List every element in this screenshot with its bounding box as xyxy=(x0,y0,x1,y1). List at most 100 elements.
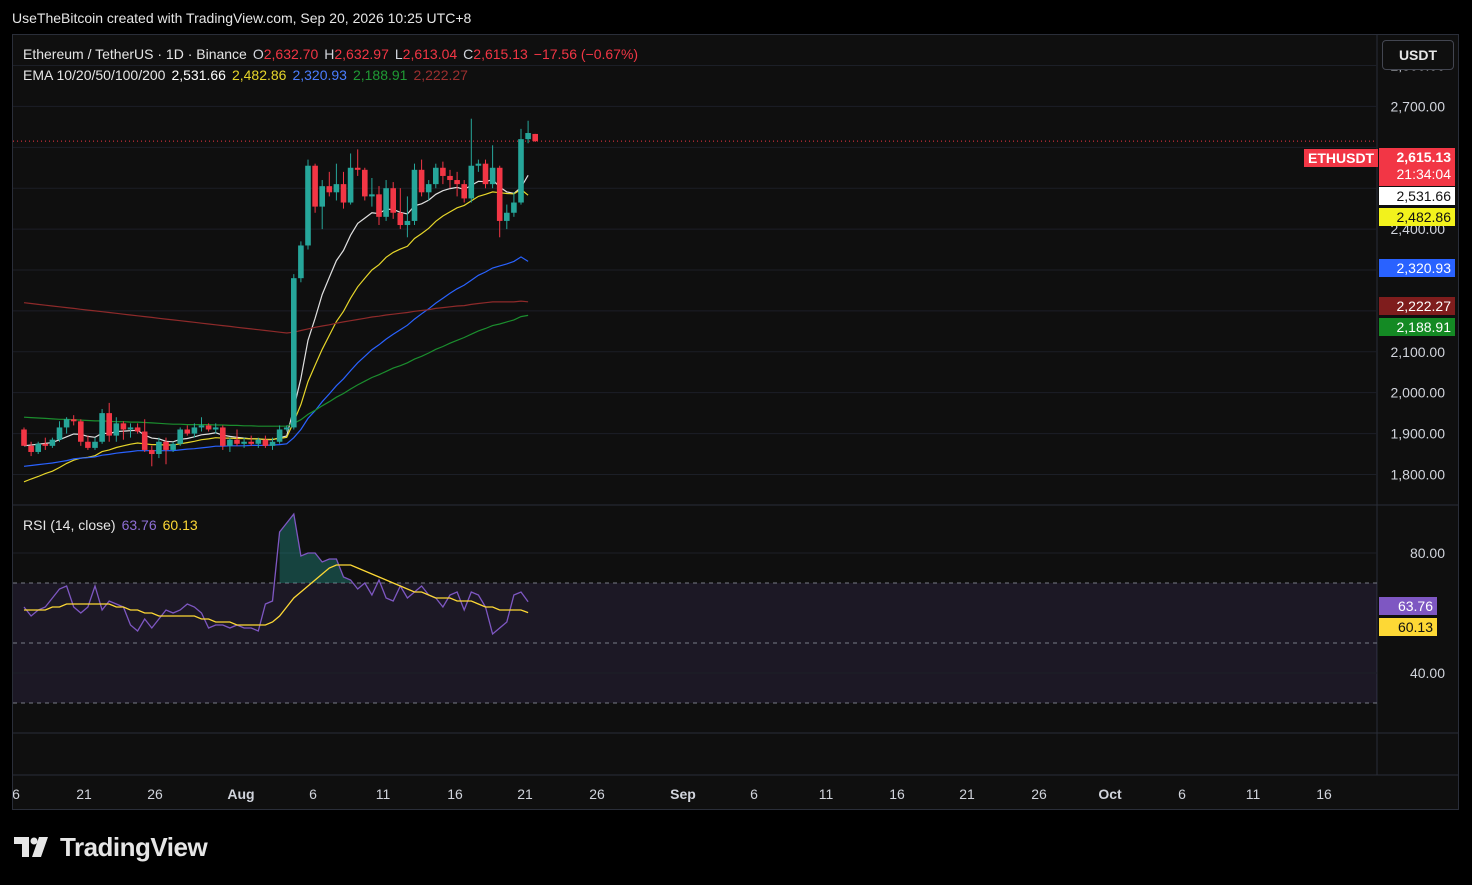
candle-body xyxy=(383,188,389,217)
candle xyxy=(234,429,240,446)
time-tick-label: 11 xyxy=(1246,786,1261,802)
candle xyxy=(184,425,191,436)
candle xyxy=(120,421,127,440)
candle xyxy=(376,186,382,226)
candle-body xyxy=(376,194,382,217)
time-tick-label: Oct xyxy=(1098,786,1122,802)
time-tick-label: 26 xyxy=(147,786,163,802)
candle xyxy=(28,441,34,457)
candle xyxy=(511,192,517,217)
time-tick-label: 16 xyxy=(889,786,905,802)
symbol-label[interactable]: Ethereum / TetherUS · 1D · Binance xyxy=(23,46,247,62)
ema-line-ema-20 xyxy=(23,188,529,483)
rsi-line xyxy=(23,512,529,636)
candle xyxy=(454,171,460,197)
candle xyxy=(56,421,63,442)
candle xyxy=(532,133,538,142)
price-tick-label: 1,900.00 xyxy=(1391,426,1446,442)
candle-body xyxy=(120,423,127,430)
candle-body xyxy=(475,163,482,166)
candle xyxy=(319,180,325,230)
price-chart-canvas[interactable]: 2,800.002,700.002,400.002,100.002,000.00… xyxy=(13,35,1458,809)
candle-body xyxy=(21,429,27,446)
candle xyxy=(127,423,134,438)
open-value: 2,632.70 xyxy=(263,46,319,62)
candle-body xyxy=(35,443,41,452)
candle-body xyxy=(70,419,77,422)
time-tick-label: 26 xyxy=(1031,786,1047,802)
candle xyxy=(248,435,254,446)
ohlc-legend: Ethereum / TetherUS · 1D · Binance O2,632… xyxy=(23,46,644,62)
candle-body xyxy=(283,427,290,430)
ema-legend: EMA 10/20/50/100/200 2,531.66 2,482.86 2,32… xyxy=(23,67,474,83)
countdown: 21:34:04 xyxy=(1396,166,1452,182)
candle xyxy=(113,417,120,442)
rsi-overbought-fill xyxy=(279,514,351,583)
candle-body xyxy=(482,163,489,185)
candle-body xyxy=(425,184,432,193)
candle-body xyxy=(241,441,247,444)
candle xyxy=(63,417,70,434)
candle xyxy=(425,180,432,201)
candle xyxy=(298,241,304,283)
candle-body xyxy=(362,169,368,197)
candle-body xyxy=(532,133,538,142)
time-tick-label: 16 xyxy=(1316,786,1332,802)
candle xyxy=(525,120,531,144)
low-value: 2,613.04 xyxy=(402,46,458,62)
candle-body xyxy=(489,167,496,185)
candle xyxy=(227,437,233,452)
last-price: 2,615.13 xyxy=(1396,149,1452,165)
price-tick-label: 1,800.00 xyxy=(1391,466,1446,482)
ema50-tag: 2,320.93 xyxy=(1379,259,1455,277)
rsi-label[interactable]: RSI (14, close) xyxy=(23,517,116,533)
candle-body xyxy=(454,180,460,185)
ema200-tag: 2,222.27 xyxy=(1379,297,1455,315)
candle-body xyxy=(276,429,283,442)
candle-body xyxy=(504,212,510,221)
candle xyxy=(177,427,183,446)
candle-body xyxy=(234,439,240,444)
candle xyxy=(163,437,169,465)
candle-body xyxy=(418,169,425,193)
time-tick-label: 21 xyxy=(76,786,92,802)
candle-body xyxy=(42,443,49,446)
candle xyxy=(220,425,226,450)
ema20-value: 2,482.86 xyxy=(231,67,287,83)
candle-body xyxy=(156,441,162,455)
candle xyxy=(397,188,404,230)
candle xyxy=(70,415,77,426)
candle-body xyxy=(305,165,311,246)
chart-caption: UseTheBitcoin created with TradingView.c… xyxy=(12,10,472,26)
candle xyxy=(333,163,340,201)
time-tick-label: 26 xyxy=(589,786,605,802)
candle-body xyxy=(319,186,325,207)
candle-body xyxy=(63,419,70,428)
candle xyxy=(418,159,425,197)
candle-body xyxy=(333,184,340,193)
candle xyxy=(504,204,510,230)
candle xyxy=(198,417,205,432)
currency-button[interactable]: USDT xyxy=(1382,40,1454,70)
rsi-value: 63.76 xyxy=(121,517,157,533)
candle xyxy=(134,423,141,434)
tradingview-logo[interactable]: TradingView xyxy=(14,832,208,863)
candle xyxy=(276,425,283,444)
time-tick-label: 11 xyxy=(376,786,391,802)
candle-body xyxy=(28,445,34,452)
candle-body xyxy=(163,441,169,450)
ema-label[interactable]: EMA 10/20/50/100/200 xyxy=(23,67,166,83)
candle-body xyxy=(191,427,198,434)
candle-body xyxy=(390,188,396,213)
candle-body xyxy=(468,165,475,199)
candle-body xyxy=(149,449,155,455)
candle-body xyxy=(312,165,318,207)
candle-body xyxy=(461,184,467,199)
candle xyxy=(411,163,418,226)
candle-body xyxy=(511,202,517,213)
candle-body xyxy=(447,175,453,181)
candle xyxy=(92,437,98,450)
rsi-tick-label: 80.00 xyxy=(1410,545,1445,561)
candle xyxy=(269,437,276,450)
candle xyxy=(326,171,333,197)
